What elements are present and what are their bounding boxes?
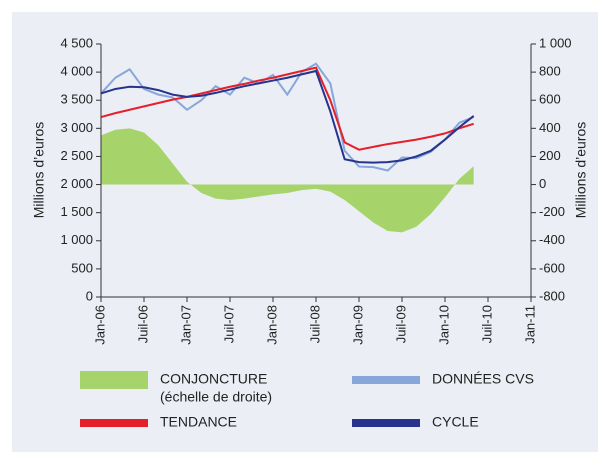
legend-swatch [352, 419, 420, 427]
legend-swatch [80, 371, 148, 389]
y2-tick-label: -600 [539, 260, 565, 275]
y-tick-label: 3 000 [60, 120, 93, 135]
y2-tick-label: -800 [539, 288, 565, 303]
line-series [100, 69, 475, 164]
y-tick-label: 0 [86, 288, 93, 303]
legend-swatch [80, 419, 148, 427]
y2-tick-label: -400 [539, 232, 565, 247]
y-axis-title: Millions d’euros [31, 122, 47, 218]
x-tick-label: Jan-09 [350, 305, 365, 345]
y2-tick-label: -200 [539, 204, 565, 219]
y-tick-label: 3 500 [60, 92, 93, 107]
legend-label: CONJONCTURE [160, 371, 267, 387]
legend-label: DONNÉES CVS [432, 371, 534, 387]
y2-tick-label: 400 [539, 120, 561, 135]
y-tick-label: 500 [71, 260, 93, 275]
legend-label: CYCLE [432, 414, 479, 430]
x-tick-label: Juil-09 [393, 305, 408, 343]
legend-note: (échelle de droite) [160, 389, 272, 405]
x-tick-label: Jan-10 [436, 305, 451, 345]
y2-tick-label: 0 [539, 176, 546, 191]
area-series [101, 128, 474, 233]
y2-tick-label: 600 [539, 92, 561, 107]
x-tick-label: Jan-06 [92, 305, 107, 345]
x-tick-label: Jan-07 [178, 305, 193, 345]
legend-swatch [352, 376, 420, 384]
x-tick-label: Jan-08 [264, 305, 279, 345]
x-tick-label: Jan-11 [522, 305, 537, 344]
y-tick-label: 1 000 [60, 232, 93, 247]
x-tick-label: Juil-07 [221, 305, 236, 343]
y2-tick-label: 1 000 [539, 35, 572, 50]
y-tick-label: 4 500 [60, 35, 93, 50]
y-tick-label: 2 000 [60, 176, 93, 191]
legend-label: TENDANCE [160, 414, 237, 430]
y2-axis-title: Millions d’euros [573, 122, 589, 218]
y-tick-label: 4 000 [60, 64, 93, 79]
x-tick-label: Juil-08 [307, 305, 322, 343]
y-tick-label: 2 500 [60, 148, 93, 163]
y2-tick-label: 800 [539, 64, 561, 79]
line-series [100, 66, 474, 151]
x-tick-label: Juil-10 [479, 305, 494, 343]
y2-tick-label: 200 [539, 148, 561, 163]
x-tick-label: Juil-06 [135, 305, 150, 343]
y-tick-label: 1 500 [60, 204, 93, 219]
